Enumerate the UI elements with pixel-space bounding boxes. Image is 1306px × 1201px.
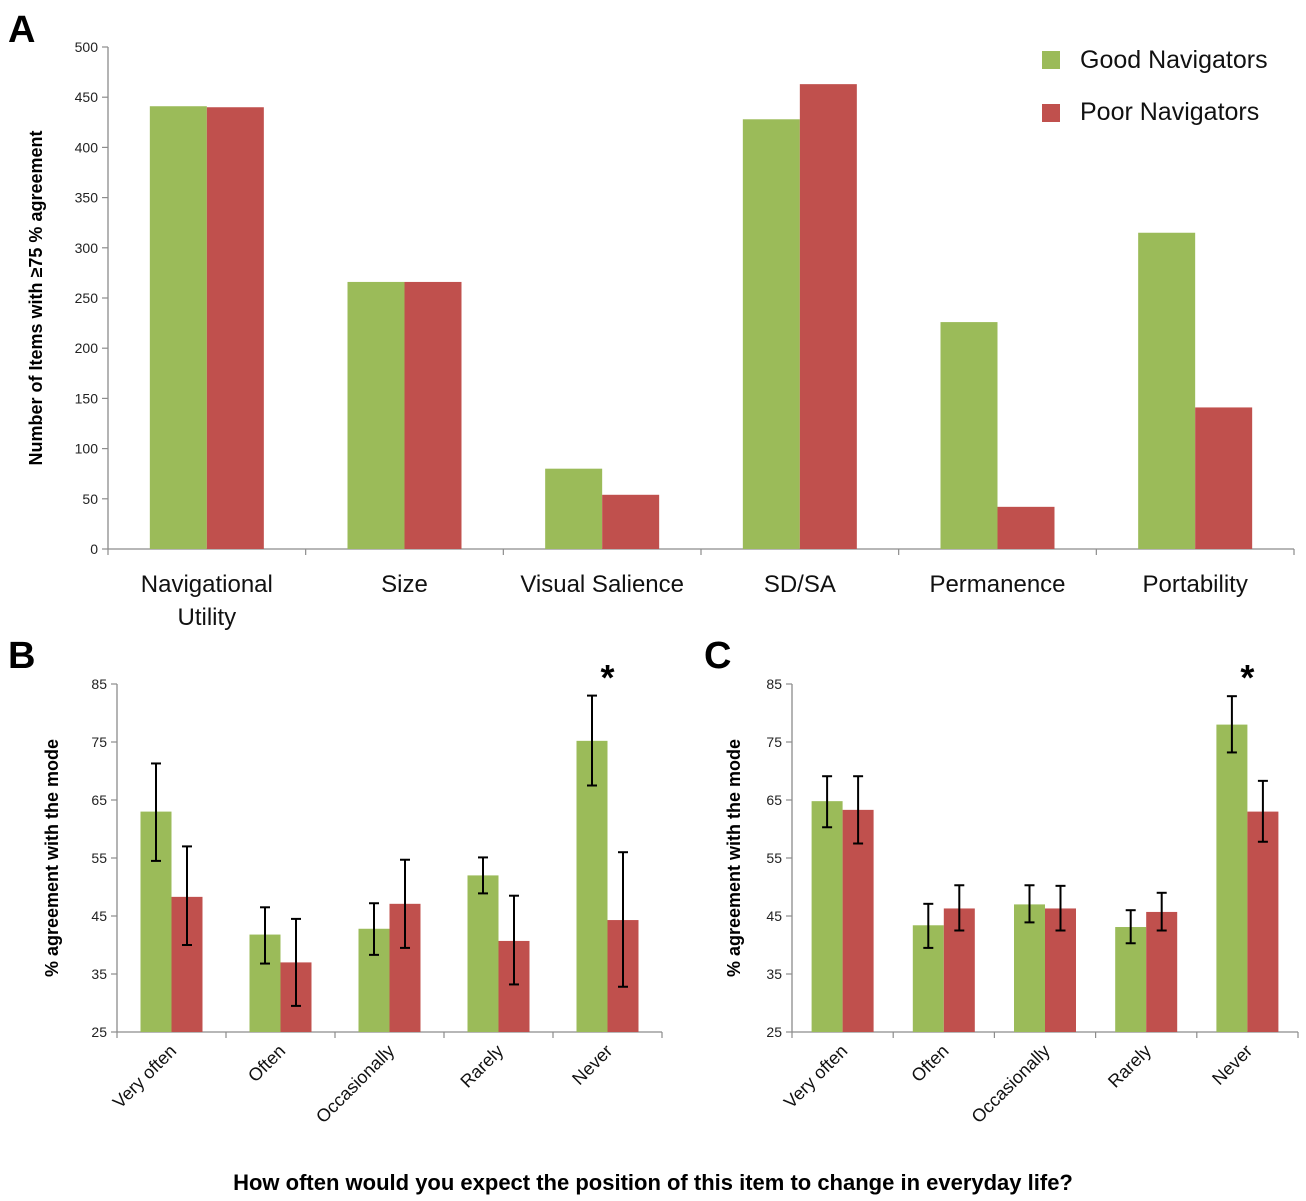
bar-a-good-4 (940, 322, 998, 549)
y-tick-label-c: 25 (766, 1024, 782, 1040)
x-category-label-a: Visual Salience (520, 571, 684, 598)
chart-panel-c: 25 35 45 55 65 75 85 % agreement with the mode V… (724, 657, 1299, 1127)
bar-c-good-4 (1216, 724, 1248, 1032)
bar-c-good-2 (1014, 904, 1045, 1032)
significance-marker-b: * (600, 657, 614, 698)
x-category-label-c: Rarely (1104, 1041, 1155, 1092)
bar-a-poor-5 (1195, 407, 1253, 549)
x-category-label-b: Occasionally (312, 1041, 398, 1127)
x-category-label-a: Portability (1142, 571, 1247, 598)
y-tick-label-a: 300 (75, 240, 99, 256)
y-axis-title-b: % agreement with the mode (42, 739, 62, 977)
y-tick-label-a: 250 (75, 290, 99, 306)
y-tick-label-c: 35 (766, 966, 782, 982)
bar-c-good-3 (1115, 927, 1147, 1032)
x-category-label-c: Occasionally (968, 1041, 1054, 1127)
y-tick-label-c: 85 (766, 676, 782, 692)
legend-label-poor: Poor Navigators (1080, 98, 1259, 126)
legend-swatch-poor (1042, 104, 1060, 122)
legend-label-good: Good Navigators (1080, 46, 1268, 74)
bar-c-good-0 (811, 801, 843, 1032)
y-tick-label-a: 500 (75, 39, 99, 55)
bar-a-good-5 (1138, 232, 1196, 550)
y-tick-label-a: 400 (75, 139, 99, 155)
y-tick-label-b: 45 (91, 908, 107, 924)
panel-letter-c: C (704, 635, 731, 677)
x-category-label-a: Navigational (141, 571, 273, 598)
y-tick-label-b: 25 (91, 1024, 107, 1040)
y-axis-title-c: % agreement with the mode (724, 739, 744, 977)
x-category-label-c: Often (907, 1041, 952, 1086)
legend-swatch-good (1042, 51, 1060, 69)
y-tick-label-c: 55 (766, 850, 782, 866)
y-tick-label-b: 55 (91, 850, 107, 866)
x-category-label-a: Permanence (929, 571, 1065, 598)
x-category-label-c: Never (1208, 1041, 1256, 1089)
y-tick-label-c: 65 (766, 792, 782, 808)
shared-x-axis-title: How often would you expect the position … (233, 1170, 1073, 1195)
y-tick-label-c: 45 (766, 908, 782, 924)
y-tick-label-b: 35 (91, 966, 107, 982)
panel-letter-b: B (8, 635, 35, 677)
bar-a-poor-2 (602, 494, 660, 549)
y-tick-label-b: 85 (91, 676, 107, 692)
y-tick-label-a: 100 (75, 441, 99, 457)
x-category-label-b: Rarely (456, 1041, 507, 1092)
bar-a-poor-4 (997, 506, 1055, 549)
x-category-label-c: Very often (780, 1041, 851, 1112)
y-tick-label-a: 350 (75, 190, 99, 206)
bar-a-poor-1 (404, 281, 462, 549)
bar-b-good-3 (467, 875, 499, 1032)
y-tick-label-a: 50 (82, 491, 98, 507)
bar-a-good-2 (545, 468, 603, 549)
x-category-label-a: SD/SA (764, 571, 836, 598)
y-tick-label-c: 75 (766, 734, 782, 750)
bar-a-good-1 (347, 281, 405, 549)
y-tick-label-a: 200 (75, 340, 99, 356)
bar-b-good-4 (576, 740, 608, 1032)
bar-a-poor-3 (799, 84, 857, 549)
x-category-label-a: Utility (177, 604, 236, 631)
bar-a-good-0 (149, 106, 207, 550)
bar-c-poor-3 (1146, 911, 1178, 1032)
y-tick-label-a: 450 (75, 89, 99, 105)
bar-a-poor-0 (206, 107, 264, 550)
significance-marker-c: * (1240, 657, 1254, 698)
x-category-label-a: Size (381, 571, 428, 598)
y-tick-label-a: 150 (75, 390, 99, 406)
x-category-label-b: Never (568, 1041, 616, 1089)
y-axis-title-a: Number of Items with ≥75 % agreement (26, 131, 46, 466)
y-tick-label-b: 65 (91, 792, 107, 808)
chart-panel-b: 25 35 45 55 65 75 85 % agreement with the mode V… (42, 657, 663, 1127)
panel-letter-a: A (8, 9, 35, 51)
bar-c-poor-0 (842, 809, 874, 1032)
y-tick-label-a: 0 (90, 541, 98, 557)
legend: Good Navigators Poor Navigators (1042, 46, 1268, 126)
x-category-label-b: Often (244, 1041, 289, 1086)
chart-panel-a: 0 50 100 150 200 250 300 350 400 450 500 Number of … (26, 39, 1295, 631)
bar-a-good-3 (742, 119, 800, 550)
y-tick-label-b: 75 (91, 734, 107, 750)
bar-c-poor-4 (1247, 811, 1279, 1032)
x-category-label-b: Very often (109, 1041, 180, 1112)
